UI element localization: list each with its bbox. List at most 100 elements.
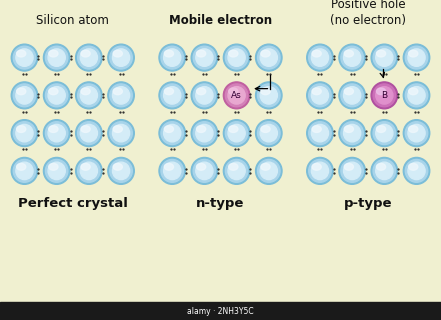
Ellipse shape [113, 50, 122, 57]
Ellipse shape [48, 124, 65, 142]
Ellipse shape [112, 124, 130, 142]
Ellipse shape [339, 120, 366, 147]
Ellipse shape [403, 120, 430, 147]
Ellipse shape [76, 82, 102, 109]
Ellipse shape [371, 44, 398, 71]
Ellipse shape [309, 159, 331, 182]
Ellipse shape [376, 49, 393, 66]
Ellipse shape [13, 159, 36, 182]
Ellipse shape [344, 126, 354, 132]
Ellipse shape [164, 164, 174, 170]
Ellipse shape [371, 157, 398, 184]
Ellipse shape [339, 157, 366, 184]
Ellipse shape [373, 122, 396, 145]
Ellipse shape [16, 124, 33, 142]
Ellipse shape [377, 88, 386, 95]
Ellipse shape [229, 88, 238, 95]
Ellipse shape [81, 126, 90, 132]
Ellipse shape [261, 164, 270, 170]
Ellipse shape [408, 87, 425, 104]
Ellipse shape [45, 159, 68, 182]
Ellipse shape [11, 82, 38, 109]
Ellipse shape [223, 44, 250, 71]
Ellipse shape [13, 84, 36, 107]
Ellipse shape [113, 126, 122, 132]
Ellipse shape [161, 122, 183, 145]
Ellipse shape [17, 126, 26, 132]
Ellipse shape [228, 87, 245, 104]
Ellipse shape [228, 162, 245, 180]
Ellipse shape [113, 164, 122, 170]
Ellipse shape [228, 124, 245, 142]
Ellipse shape [112, 162, 130, 180]
Ellipse shape [193, 84, 216, 107]
Ellipse shape [159, 82, 185, 109]
Ellipse shape [312, 164, 321, 170]
Ellipse shape [309, 122, 331, 145]
Ellipse shape [196, 87, 213, 104]
Ellipse shape [161, 84, 183, 107]
Ellipse shape [17, 88, 26, 95]
Ellipse shape [197, 126, 206, 132]
Ellipse shape [311, 162, 329, 180]
Ellipse shape [80, 162, 97, 180]
Ellipse shape [164, 50, 174, 57]
Ellipse shape [344, 162, 361, 180]
Ellipse shape [312, 126, 321, 132]
Ellipse shape [344, 49, 361, 66]
Text: Silicon atom: Silicon atom [36, 13, 109, 27]
Ellipse shape [81, 50, 90, 57]
Ellipse shape [312, 50, 321, 57]
Text: B: B [381, 91, 387, 100]
Ellipse shape [13, 46, 36, 69]
Ellipse shape [108, 82, 134, 109]
Ellipse shape [373, 84, 396, 107]
Text: Perfect crystal: Perfect crystal [18, 197, 128, 210]
Ellipse shape [196, 124, 213, 142]
Text: Positive hole
(no electron): Positive hole (no electron) [330, 0, 406, 27]
Ellipse shape [344, 124, 361, 142]
Ellipse shape [80, 124, 97, 142]
Ellipse shape [341, 84, 363, 107]
Ellipse shape [76, 44, 102, 71]
Ellipse shape [45, 46, 68, 69]
Ellipse shape [193, 159, 216, 182]
Ellipse shape [113, 88, 122, 95]
Ellipse shape [255, 157, 282, 184]
Ellipse shape [197, 50, 206, 57]
Ellipse shape [164, 124, 181, 142]
Ellipse shape [341, 159, 363, 182]
Ellipse shape [260, 87, 277, 104]
Ellipse shape [225, 159, 248, 182]
Ellipse shape [164, 88, 174, 95]
Ellipse shape [196, 49, 213, 66]
Text: alamy · 2NH3Y5C: alamy · 2NH3Y5C [187, 307, 254, 316]
Ellipse shape [16, 162, 33, 180]
Ellipse shape [11, 44, 38, 71]
Ellipse shape [229, 126, 238, 132]
Ellipse shape [261, 50, 270, 57]
Ellipse shape [159, 44, 185, 71]
Ellipse shape [159, 157, 185, 184]
Text: As: As [231, 91, 242, 100]
Ellipse shape [80, 87, 97, 104]
Ellipse shape [409, 126, 418, 132]
Ellipse shape [45, 122, 68, 145]
Ellipse shape [191, 120, 218, 147]
Ellipse shape [49, 88, 58, 95]
Ellipse shape [409, 50, 418, 57]
Ellipse shape [164, 126, 174, 132]
Ellipse shape [196, 162, 213, 180]
Ellipse shape [309, 84, 331, 107]
Ellipse shape [44, 157, 70, 184]
Ellipse shape [48, 87, 65, 104]
Ellipse shape [311, 87, 329, 104]
Ellipse shape [373, 159, 396, 182]
Ellipse shape [49, 164, 58, 170]
Ellipse shape [225, 84, 248, 107]
Ellipse shape [161, 159, 183, 182]
Ellipse shape [344, 50, 354, 57]
Ellipse shape [197, 164, 206, 170]
Ellipse shape [258, 122, 280, 145]
Ellipse shape [339, 82, 366, 109]
